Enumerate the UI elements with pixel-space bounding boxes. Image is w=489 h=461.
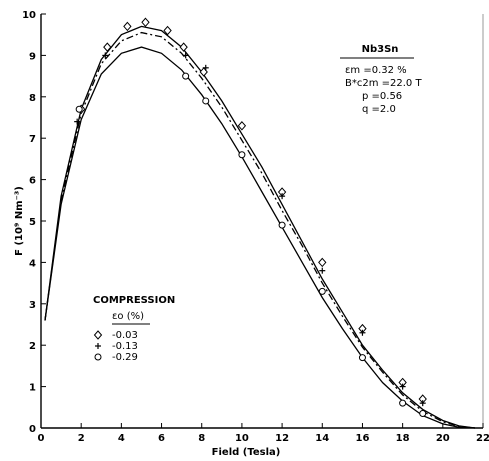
y-tick-label: 0 bbox=[29, 424, 36, 435]
x-tick-label: 14 bbox=[315, 433, 329, 444]
data-point-series-3 bbox=[358, 354, 366, 362]
legend-marker-2 bbox=[95, 343, 101, 349]
param-line-3: p =0.56 bbox=[362, 91, 402, 102]
legend-label-2: -0.13 bbox=[112, 341, 138, 352]
x-tick-label: 6 bbox=[158, 433, 165, 444]
data-point-series-2 bbox=[74, 118, 81, 125]
data-point-series-1 bbox=[318, 257, 327, 268]
legend: COMPRESSION εo (%) -0.03-0.13-0.29 bbox=[93, 295, 175, 363]
x-tick-label: 12 bbox=[275, 433, 289, 444]
curves-group bbox=[44, 25, 476, 429]
x-tick-label: 20 bbox=[436, 433, 450, 444]
legend-label-3: -0.29 bbox=[112, 352, 138, 363]
data-point-series-2 bbox=[399, 383, 406, 390]
legend-items: -0.03-0.13-0.29 bbox=[93, 330, 138, 363]
y-tick-label: 9 bbox=[29, 51, 36, 62]
x-tick-label: 22 bbox=[476, 433, 489, 444]
data-point-series-2 bbox=[419, 400, 426, 407]
legend-marker-3 bbox=[94, 353, 102, 361]
material-label: Nb3Sn bbox=[362, 44, 399, 55]
x-tick-label: 16 bbox=[355, 433, 369, 444]
data-point-series-1 bbox=[237, 121, 247, 131]
data-point-series-3 bbox=[419, 410, 427, 418]
y-tick-label: 1 bbox=[29, 383, 36, 394]
y-tick-label: 3 bbox=[29, 300, 36, 311]
legend-label-1: -0.03 bbox=[112, 330, 138, 341]
markers-group bbox=[74, 17, 427, 418]
data-point-series-3 bbox=[202, 97, 210, 105]
data-point-series-1 bbox=[123, 21, 132, 32]
data-point-series-3 bbox=[278, 221, 286, 229]
data-point-series-2 bbox=[359, 329, 366, 336]
x-tick-label: 18 bbox=[396, 433, 410, 444]
series-curve-1 bbox=[44, 25, 476, 429]
data-point-series-1 bbox=[103, 42, 112, 52]
data-point-series-3 bbox=[75, 105, 83, 113]
y-tick-label: 7 bbox=[29, 134, 36, 145]
series-curve-2 bbox=[44, 31, 476, 429]
data-point-series-2 bbox=[279, 193, 286, 200]
x-tick-label: 4 bbox=[118, 433, 125, 444]
x-tick-label: 10 bbox=[235, 433, 249, 444]
y-tick-label: 8 bbox=[29, 93, 36, 104]
x-axis-title: Field (Tesla) bbox=[212, 447, 281, 458]
data-point-series-3 bbox=[182, 72, 190, 80]
param-line-4: q =2.0 bbox=[362, 104, 396, 115]
data-point-series-2 bbox=[102, 52, 109, 59]
y-tick-label: 6 bbox=[29, 176, 36, 187]
series-curve-3 bbox=[44, 46, 476, 429]
y-tick-label: 4 bbox=[29, 258, 36, 269]
data-point-series-2 bbox=[182, 52, 189, 59]
data-point-series-1 bbox=[163, 25, 172, 36]
data-point-series-3 bbox=[238, 151, 246, 159]
data-point-series-3 bbox=[399, 399, 407, 407]
y-tick-label: 10 bbox=[22, 10, 36, 21]
param-line-1: εm =0.32 % bbox=[345, 65, 407, 76]
y-tick-label: 5 bbox=[29, 217, 36, 228]
x-tick-label: 0 bbox=[38, 433, 45, 444]
params-annotation: Nb3Sn εm =0.32 % B*c2m =22.0 T p =0.56 q… bbox=[340, 44, 422, 115]
x-tick-label: 2 bbox=[78, 433, 85, 444]
param-line-2: B*c2m =22.0 T bbox=[345, 78, 422, 89]
data-point-series-1 bbox=[179, 42, 188, 52]
y-axis-title: F (10⁹ Nm⁻³) bbox=[14, 186, 25, 256]
legend-marker-1 bbox=[93, 330, 103, 340]
data-point-series-2 bbox=[319, 267, 326, 274]
x-tick-label: 8 bbox=[198, 433, 205, 444]
y-tick-label: 2 bbox=[29, 341, 36, 352]
data-point-series-3 bbox=[318, 287, 326, 295]
legend-title: COMPRESSION bbox=[93, 295, 175, 306]
data-point-series-1 bbox=[141, 17, 150, 28]
legend-subtitle: εo (%) bbox=[112, 311, 144, 322]
data-point-series-2 bbox=[202, 64, 209, 71]
